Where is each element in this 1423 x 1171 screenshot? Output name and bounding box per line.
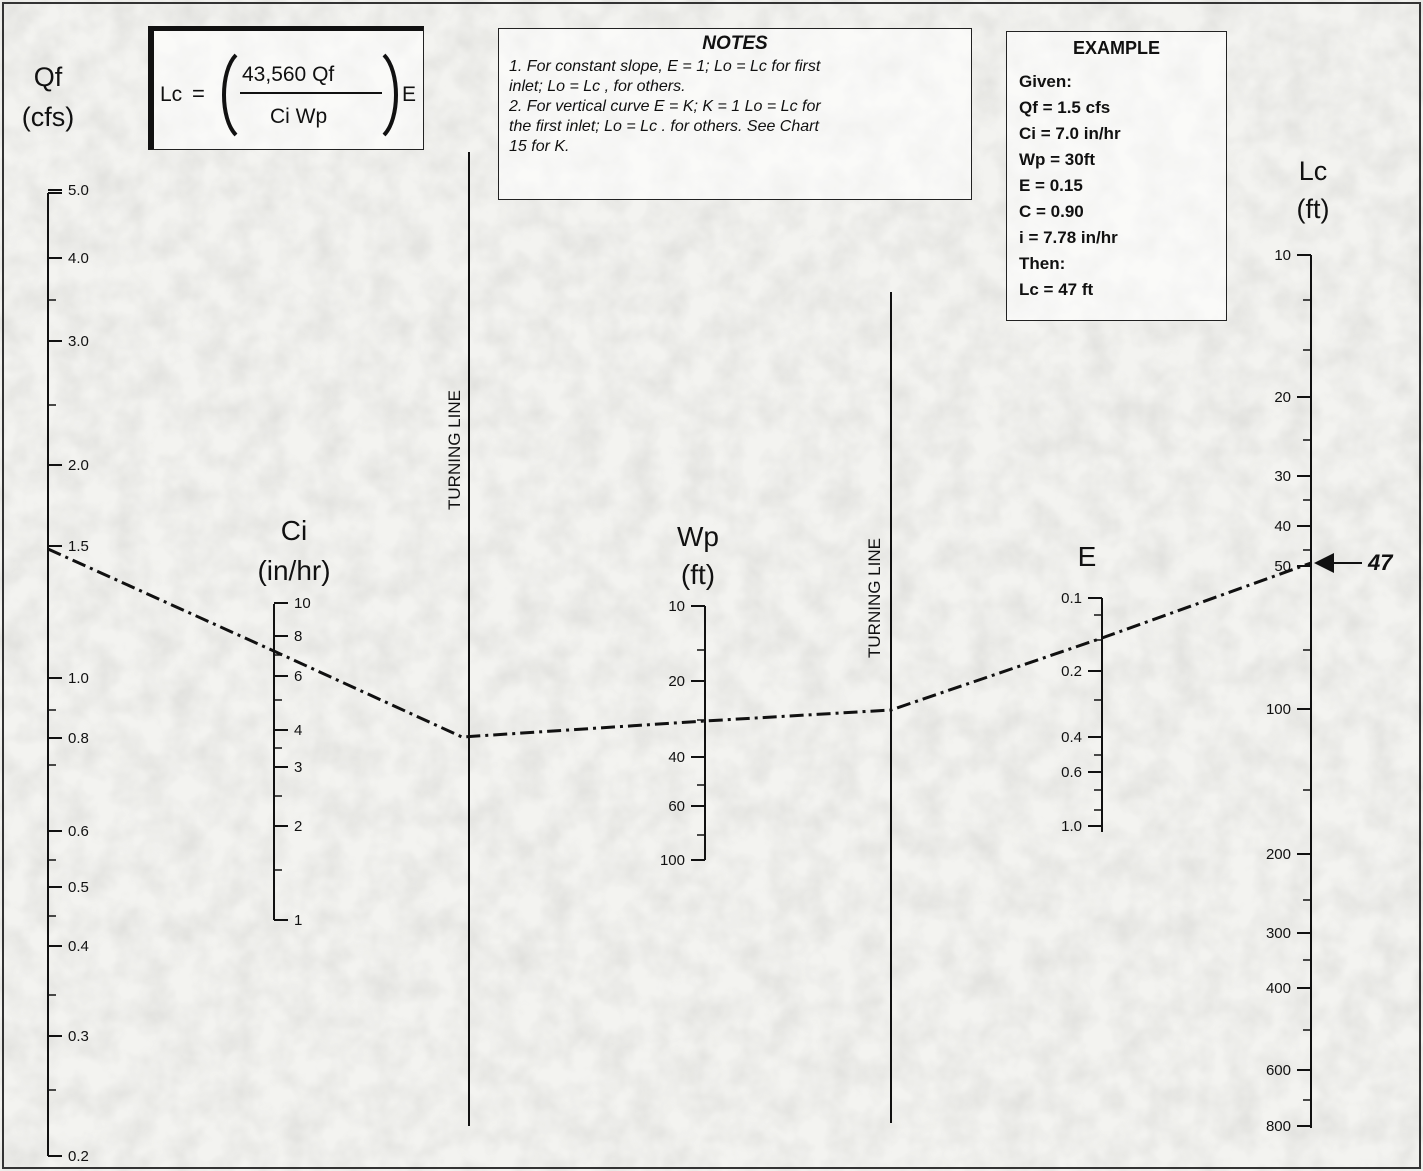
example-line: Ci = 7.0 in/hr [1019,124,1121,143]
lc-scale-unit: (ft) [1297,194,1330,224]
e-tick-label: 0.2 [1061,663,1082,680]
e-scale-name: E [1078,541,1097,572]
ci-tick-label: 6 [294,668,302,685]
example-line: Qf = 1.5 cfs [1019,98,1111,117]
formula-lhs: Lc [160,83,182,106]
example-line: i = 7.78 in/hr [1019,228,1118,247]
scale-ticks: 5.0 4.0 3.0 2.0 1.5 1.0 0.8 0.6 0.5 0.4 0.3 0.2 10 8 6… [48,182,1311,1165]
qf-tick-label: 4.0 [68,250,89,267]
formula-equals: = [192,81,205,106]
ci-tick-label: 1 [294,912,302,929]
lc-tick-label: 20 [1274,389,1291,406]
qf-tick-label: 0.6 [68,823,89,840]
qf-scale-name: Qf [34,62,63,92]
example-line: C = 0.90 [1019,202,1084,221]
wp-scale-name: Wp [677,521,719,552]
lc-tick-label: 300 [1266,925,1291,942]
result-value: 47 [1367,550,1394,575]
qf-tick-label: 5.0 [68,182,89,199]
formula-box: Lc = 43,560 Qf Ci Wp E [148,26,424,150]
e-tick-label: 1.0 [1061,818,1082,835]
example-line: Then: [1019,254,1066,273]
qf-tick-label: 0.2 [68,1148,89,1165]
lc-tick-label: 400 [1266,980,1291,997]
qf-tick-label: 0.3 [68,1028,89,1045]
ci-tick-label: 10 [294,595,311,612]
ci-tick-label: 4 [294,722,302,739]
turning-line-left-label: TURNING LINE [445,390,464,510]
e-tick-label: 0.6 [1061,764,1082,781]
notes-line: 2. For vertical curve E = K; K = 1 Lo = … [509,98,821,115]
notes-line: the first inlet; Lo = Lc . for others. S… [509,118,819,135]
turning-line-right-label: TURNING LINE [865,538,884,658]
wp-tick-label: 100 [660,852,685,869]
qf-tick-label: 1.0 [68,670,89,687]
lc-scale-name: Lc [1299,156,1328,186]
example-line: Lc = 47 ft [1019,280,1094,299]
ci-tick-label: 3 [294,759,302,776]
example-title: EXAMPLE [1072,38,1160,58]
formula-numerator: 43,560 Qf [242,63,334,86]
lc-tick-label: 100 [1266,701,1291,718]
formula-right-paren [382,53,398,137]
lc-tick-label: 800 [1266,1118,1291,1135]
example-line: Wp = 30ft [1019,150,1096,169]
qf-tick-label: 0.4 [68,938,89,955]
formula-denominator: Ci Wp [270,105,327,128]
lc-tick-label: 600 [1266,1062,1291,1079]
notes-box: NOTES 1. For constant slope, E = 1; Lo =… [498,28,972,200]
e-tick-label: 0.4 [1061,729,1082,746]
qf-tick-label: 0.8 [68,730,89,747]
notes-line: inlet; Lo = Lc , for others. [509,78,686,95]
example-line: E = 0.15 [1019,176,1083,195]
formula-left-paren [222,53,238,137]
notes-line: 1. For constant slope, E = 1; Lo = Lc fo… [509,58,821,75]
example-box: EXAMPLE Given: Qf = 1.5 cfs Ci = 7.0 in/… [1006,31,1227,321]
ci-tick-label: 8 [294,628,302,645]
qf-tick-label: 1.5 [68,538,89,555]
example-line: Given: [1019,72,1072,91]
qf-tick-label: 0.5 [68,879,89,896]
lc-tick-label: 200 [1266,846,1291,863]
formula-factor: E [402,83,416,106]
e-tick-label: 0.1 [1061,590,1082,607]
qf-scale-unit: (cfs) [22,102,74,132]
wp-tick-label: 10 [668,598,685,615]
ci-scale-name: Ci [281,515,307,546]
wp-tick-label: 60 [668,798,685,815]
wp-scale-unit: (ft) [681,559,715,590]
qf-tick-label: 3.0 [68,333,89,350]
notes-line: 15 for K. [509,138,570,155]
solution-path [47,547,1312,739]
lc-tick-label: 30 [1274,468,1291,485]
wp-tick-label: 20 [668,673,685,690]
wp-tick-label: 40 [668,749,685,766]
qf-tick-label: 2.0 [68,457,89,474]
notes-title: NOTES [702,33,768,54]
ci-scale-unit: (in/hr) [257,555,330,586]
lc-tick-label: 10 [1274,247,1291,264]
ci-tick-label: 2 [294,818,302,835]
lc-tick-label: 40 [1274,518,1291,535]
